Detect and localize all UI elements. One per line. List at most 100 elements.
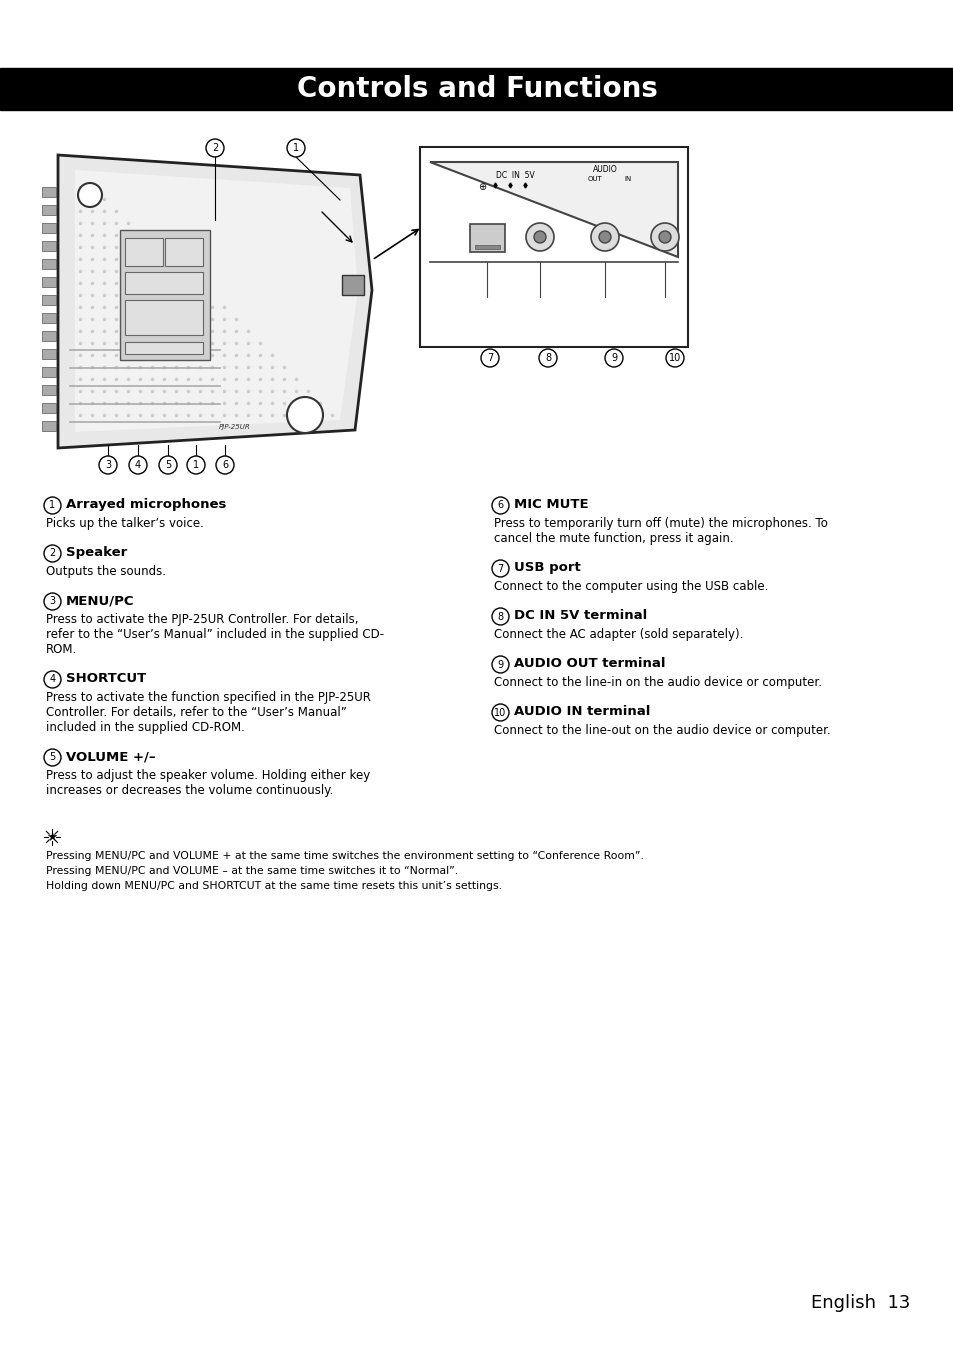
Text: USB port: USB port <box>514 561 580 574</box>
Circle shape <box>287 139 305 156</box>
Circle shape <box>659 231 670 243</box>
Bar <box>42 205 56 214</box>
Text: 9: 9 <box>610 353 617 363</box>
Circle shape <box>492 704 509 721</box>
Text: ⊕: ⊕ <box>477 182 485 191</box>
Bar <box>125 272 203 294</box>
Text: 9: 9 <box>497 659 503 670</box>
Text: 7: 7 <box>497 563 503 573</box>
Bar <box>165 239 203 266</box>
Text: refer to the “User’s Manual” included in the supplied CD-: refer to the “User’s Manual” included in… <box>46 628 384 642</box>
Text: DC  IN  5V: DC IN 5V <box>496 170 534 179</box>
Text: Connect to the line-in on the audio device or computer.: Connect to the line-in on the audio devi… <box>494 675 821 689</box>
Text: 2: 2 <box>50 549 55 558</box>
Bar <box>42 386 56 395</box>
Bar <box>42 259 56 270</box>
Text: Pressing MENU/PC and VOLUME – at the same time switches it to “Normal”.: Pressing MENU/PC and VOLUME – at the sam… <box>46 865 457 876</box>
Text: Arrayed microphones: Arrayed microphones <box>66 497 226 511</box>
Text: 5: 5 <box>165 460 171 470</box>
Circle shape <box>44 497 61 514</box>
Text: English  13: English 13 <box>810 1294 909 1312</box>
Bar <box>125 342 203 355</box>
Circle shape <box>44 671 61 687</box>
Text: 6: 6 <box>497 500 503 511</box>
Text: 5: 5 <box>50 752 55 763</box>
Bar <box>419 147 687 346</box>
Circle shape <box>206 139 224 156</box>
Bar <box>42 313 56 324</box>
Text: VOLUME +/–: VOLUME +/– <box>66 749 155 763</box>
Text: 3: 3 <box>105 460 111 470</box>
Circle shape <box>99 456 117 474</box>
Bar <box>120 231 210 360</box>
Text: 1: 1 <box>50 500 55 511</box>
Bar <box>42 403 56 412</box>
Circle shape <box>598 231 610 243</box>
Circle shape <box>538 349 557 367</box>
Text: Press to temporarily turn off (mute) the microphones. To: Press to temporarily turn off (mute) the… <box>494 518 827 530</box>
Text: 7: 7 <box>486 353 493 363</box>
Bar <box>42 276 56 287</box>
Bar <box>42 332 56 341</box>
Text: 10: 10 <box>668 353 680 363</box>
Bar <box>42 349 56 359</box>
Circle shape <box>492 608 509 625</box>
Bar <box>42 241 56 251</box>
Text: ★: ★ <box>47 830 57 844</box>
Text: SHORTCUT: SHORTCUT <box>66 673 146 685</box>
Circle shape <box>44 749 61 766</box>
Circle shape <box>525 222 554 251</box>
Polygon shape <box>58 155 372 448</box>
Text: Holding down MENU/PC and SHORTCUT at the same time resets this unit’s settings.: Holding down MENU/PC and SHORTCUT at the… <box>46 882 501 891</box>
Text: Picks up the talker’s voice.: Picks up the talker’s voice. <box>46 518 204 530</box>
Text: Connect to the line-out on the audio device or computer.: Connect to the line-out on the audio dev… <box>494 724 830 737</box>
Text: Connect to the computer using the USB cable.: Connect to the computer using the USB ca… <box>494 580 767 593</box>
Text: 3: 3 <box>50 597 55 607</box>
Circle shape <box>187 456 205 474</box>
Circle shape <box>480 349 498 367</box>
Text: Press to activate the function specified in the PJP-25UR: Press to activate the function specified… <box>46 692 371 704</box>
Text: ROM.: ROM. <box>46 643 77 656</box>
Bar <box>125 239 163 266</box>
Text: Press to activate the PJP-25UR Controller. For details,: Press to activate the PJP-25UR Controlle… <box>46 613 358 625</box>
Text: 1: 1 <box>193 460 199 470</box>
Bar <box>42 222 56 233</box>
Circle shape <box>665 349 683 367</box>
Circle shape <box>129 456 147 474</box>
Text: PJP-25UR: PJP-25UR <box>219 425 251 430</box>
Text: Speaker: Speaker <box>66 546 127 559</box>
Text: Controller. For details, refer to the “User’s Manual”: Controller. For details, refer to the “U… <box>46 706 347 718</box>
Text: MIC MUTE: MIC MUTE <box>514 497 588 511</box>
Circle shape <box>44 545 61 562</box>
Text: 4: 4 <box>134 460 141 470</box>
Bar <box>341 275 364 295</box>
Circle shape <box>159 456 177 474</box>
Text: DC IN 5V terminal: DC IN 5V terminal <box>514 609 646 621</box>
Text: OUT: OUT <box>587 177 601 182</box>
Text: Pressing MENU/PC and VOLUME + at the same time switches the environment setting : Pressing MENU/PC and VOLUME + at the sam… <box>46 851 643 861</box>
Text: Connect the AC adapter (sold separately).: Connect the AC adapter (sold separately)… <box>494 628 742 642</box>
Circle shape <box>78 183 102 208</box>
Text: 8: 8 <box>497 612 503 621</box>
Text: IN: IN <box>623 177 631 182</box>
Text: increases or decreases the volume continuously.: increases or decreases the volume contin… <box>46 785 333 797</box>
Circle shape <box>44 593 61 611</box>
Text: Outputs the sounds.: Outputs the sounds. <box>46 565 166 578</box>
Polygon shape <box>430 162 678 257</box>
Text: included in the supplied CD-ROM.: included in the supplied CD-ROM. <box>46 721 245 735</box>
Text: Controls and Functions: Controls and Functions <box>296 75 657 102</box>
Text: 4: 4 <box>50 674 55 685</box>
Text: AUDIO: AUDIO <box>592 164 617 174</box>
Circle shape <box>215 456 233 474</box>
Bar <box>42 367 56 377</box>
Bar <box>42 421 56 431</box>
Text: 8: 8 <box>544 353 551 363</box>
Circle shape <box>604 349 622 367</box>
Circle shape <box>534 231 545 243</box>
Text: 1: 1 <box>293 143 298 154</box>
Text: AUDIO IN terminal: AUDIO IN terminal <box>514 705 650 718</box>
Bar <box>42 187 56 197</box>
Text: 2: 2 <box>212 143 218 154</box>
Circle shape <box>492 656 509 673</box>
Bar <box>42 295 56 305</box>
